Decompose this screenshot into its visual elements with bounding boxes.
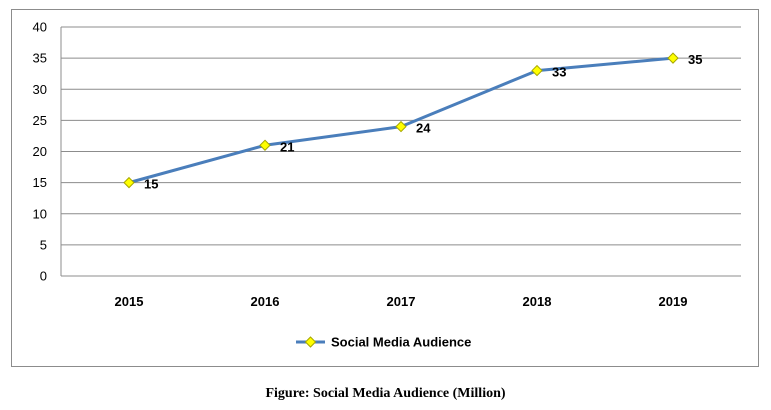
x-axis-ticks: 2015 2016 2017 2018 2019	[115, 294, 688, 309]
y-tick-label: 35	[33, 51, 47, 66]
y-tick-label: 25	[33, 113, 47, 128]
data-label: 33	[552, 65, 566, 80]
x-tick-label: 2019	[659, 294, 688, 309]
series-layer	[123, 52, 679, 189]
data-point	[531, 64, 543, 77]
legend-label: Social Media Audience	[331, 335, 471, 350]
legend-marker	[304, 336, 317, 348]
legend: Social Media Audience	[296, 335, 471, 350]
x-tick-label: 2017	[387, 294, 416, 309]
data-point	[395, 120, 407, 133]
y-tick-label: 5	[40, 237, 47, 252]
y-tick-label: 30	[33, 82, 47, 97]
data-label: 24	[416, 121, 431, 136]
chart-frame	[11, 9, 759, 367]
grid-layer	[60, 26, 741, 277]
data-label: 15	[144, 177, 158, 192]
x-tick-label: 2015	[115, 294, 144, 309]
data-label: 21	[280, 139, 294, 154]
y-axis-ticks: 0 5 10 15 20 25 30 35 40	[33, 20, 47, 284]
data-point	[259, 139, 271, 151]
y-tick-label: 10	[33, 206, 47, 221]
y-tick-label: 0	[40, 269, 47, 284]
y-tick-label: 40	[33, 20, 47, 35]
x-tick-label: 2018	[523, 294, 552, 309]
figure-caption: Figure: Social Media Audience (Million)	[265, 386, 506, 401]
y-tick-label: 20	[33, 144, 47, 159]
data-labels: 15 21 24 33 35	[144, 52, 702, 192]
data-label: 35	[688, 52, 702, 67]
data-point	[123, 176, 135, 189]
y-tick-label: 15	[33, 175, 47, 190]
data-point	[667, 52, 679, 64]
x-tick-label: 2016	[251, 294, 280, 309]
line-chart: 0 5 10 15 20 25 30 35 40 2015 2016 2017 2018 2019 15…	[33, 20, 741, 350]
